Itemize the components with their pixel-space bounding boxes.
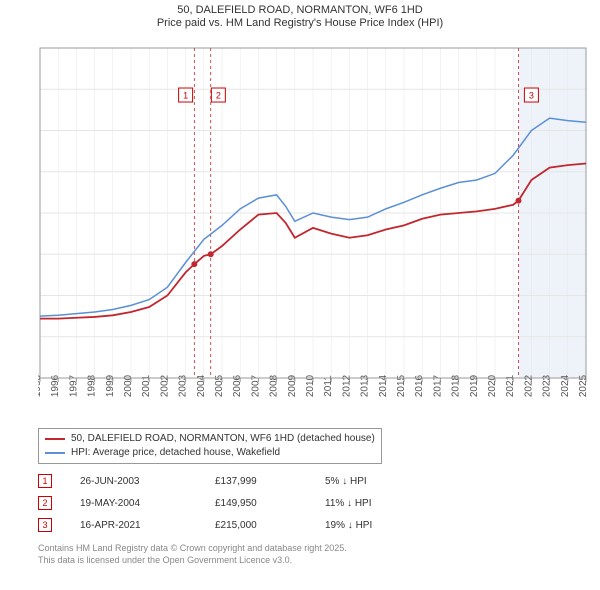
title-block: 50, DALEFIELD ROAD, NORMANTON, WF6 1HD P… — [0, 0, 600, 29]
chart-svg: £0£50K£100K£150K£200K£250K£300K£350K£400… — [38, 42, 590, 422]
legend-swatch — [45, 438, 65, 440]
sale-date: 16-APR-2021 — [80, 520, 215, 531]
chart-container: 50, DALEFIELD ROAD, NORMANTON, WF6 1HD P… — [0, 0, 600, 590]
legend-label: HPI: Average price, detached house, Wake… — [71, 446, 280, 460]
legend-box: 50, DALEFIELD ROAD, NORMANTON, WF6 1HD (… — [38, 428, 382, 464]
callout-text: 2 — [216, 90, 221, 100]
sale-row: 1 26-JUN-2003£137,9995% ↓ HPI — [38, 470, 435, 492]
sale-pct: 19% ↓ HPI — [325, 520, 435, 531]
callout-text: 3 — [529, 90, 534, 100]
legend-swatch — [45, 452, 65, 454]
attribution-line2: This data is licensed under the Open Gov… — [38, 554, 347, 566]
sale-pct: 5% ↓ HPI — [325, 476, 435, 487]
sale-pct: 11% ↓ HPI — [325, 498, 435, 509]
legend-row: 50, DALEFIELD ROAD, NORMANTON, WF6 1HD (… — [45, 432, 375, 446]
callout-text: 1 — [183, 90, 188, 100]
sale-price: £215,000 — [215, 520, 325, 531]
sale-point — [515, 198, 521, 204]
sale-rows: 1 26-JUN-2003£137,9995% ↓ HPI 2 19-MAY-2004… — [38, 470, 435, 536]
title-main: 50, DALEFIELD ROAD, NORMANTON, WF6 1HD — [0, 4, 600, 16]
sale-price: £149,950 — [215, 498, 325, 509]
sale-row: 2 19-MAY-2004£149,95011% ↓ HPI — [38, 492, 435, 514]
sale-price: £137,999 — [215, 476, 325, 487]
sale-date: 19-MAY-2004 — [80, 498, 215, 509]
sale-marker: 3 — [38, 518, 52, 532]
sale-marker: 2 — [38, 496, 52, 510]
legend-row: HPI: Average price, detached house, Wake… — [45, 446, 375, 460]
sale-point — [208, 251, 214, 257]
sale-marker: 1 — [38, 474, 52, 488]
title-sub: Price paid vs. HM Land Registry's House … — [0, 17, 600, 29]
sale-row: 3 16-APR-2021£215,00019% ↓ HPI — [38, 514, 435, 536]
attribution: Contains HM Land Registry data © Crown c… — [38, 542, 347, 566]
sale-date: 26-JUN-2003 — [80, 476, 215, 487]
chart-area: £0£50K£100K£150K£200K£250K£300K£350K£400… — [38, 42, 590, 422]
sale-point — [191, 261, 197, 267]
legend-label: 50, DALEFIELD ROAD, NORMANTON, WF6 1HD (… — [71, 432, 375, 446]
attribution-line1: Contains HM Land Registry data © Crown c… — [38, 542, 347, 554]
